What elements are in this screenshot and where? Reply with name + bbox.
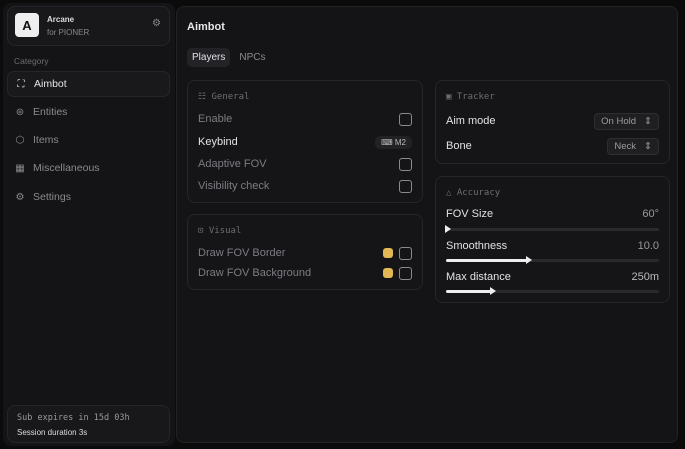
entities-icon: ⊛ <box>15 106 25 118</box>
chevron-updown-icon: ⇕ <box>644 115 652 127</box>
sidebar-item-settings[interactable]: ⚙ Settings <box>7 184 170 210</box>
fov-background-label: Draw FOV Background <box>198 267 312 279</box>
gear-icon[interactable]: ⚙ <box>152 18 161 29</box>
bone-label: Bone <box>446 140 472 152</box>
eye-icon: ⊡ <box>198 226 209 236</box>
visibility-checkbox[interactable] <box>399 179 412 193</box>
max-distance-value: 250m <box>631 271 659 283</box>
fov-border-row: Draw FOV Border <box>198 244 412 262</box>
general-title: ☷ General <box>198 92 249 102</box>
crosshair-icon: ⛶ <box>17 78 25 90</box>
sidebar-item-miscellaneous[interactable]: ▦ Miscellaneous <box>7 155 170 181</box>
fov-size-value: 60° <box>642 208 659 220</box>
accuracy-card: △ Accuracy FOV Size 60° Smoothness 10.0 Ma… <box>435 176 670 303</box>
enable-checkbox[interactable] <box>399 112 412 126</box>
sidebar-item-label: Entities <box>33 106 68 118</box>
bone-row: Bone Neck ⇕ <box>446 137 659 155</box>
bone-value: Neck <box>614 140 637 152</box>
sidebar-item-entities[interactable]: ⊛ Entities <box>7 99 170 125</box>
grid-icon: ▦ <box>15 162 25 174</box>
keyboard-icon: ⌨ <box>381 137 395 147</box>
max-distance-label: Max distance <box>446 271 511 283</box>
app-name: Arcane <box>47 15 75 24</box>
page-title: Aimbot <box>187 21 225 33</box>
visibility-label: Visibility check <box>198 180 270 192</box>
slider-fill <box>446 259 527 262</box>
main-panel: Aimbot Players NPCs ☷ General Enable Key… <box>176 6 678 443</box>
app-subtitle: for PIONER <box>47 28 90 37</box>
keybind-value: M2 <box>394 137 406 147</box>
slider-thumb[interactable] <box>489 287 496 295</box>
adaptive-row: Adaptive FOV <box>198 155 412 173</box>
tracker-title-text: Tracker <box>456 92 495 102</box>
keybind-button[interactable]: ⌨ M2 <box>375 135 412 149</box>
tracker-icon: ▣ <box>446 92 457 102</box>
fov-background-color-swatch[interactable] <box>383 268 393 278</box>
keybind-row: Keybind ⌨ M2 <box>198 133 412 151</box>
max-distance-row: Max distance 250m <box>446 268 659 286</box>
cube-icon: ⬡ <box>15 134 25 146</box>
sidebar: A Arcane for PIONER ⚙ Category ⛶ Aimbot ⊛… <box>3 3 175 446</box>
adaptive-checkbox[interactable] <box>399 157 412 171</box>
chevron-updown-icon: ⇕ <box>644 140 652 152</box>
tab-npcs[interactable]: NPCs <box>239 52 266 63</box>
sidebar-item-label: Settings <box>33 191 71 203</box>
keybind-label: Keybind <box>198 136 238 148</box>
aim-mode-select[interactable]: On Hold ⇕ <box>594 112 659 130</box>
max-distance-slider[interactable] <box>446 287 659 295</box>
aim-mode-value: On Hold <box>601 115 637 127</box>
adaptive-label: Adaptive FOV <box>198 158 267 170</box>
category-label: Category <box>14 56 49 66</box>
tab-players[interactable]: Players <box>187 48 231 67</box>
aim-mode-label: Aim mode <box>446 115 496 127</box>
general-title-text: General <box>211 92 250 102</box>
visual-card: ⊡ Visual Draw FOV Border Draw FOV Backgr… <box>187 214 423 290</box>
list-icon: ☷ <box>198 92 212 102</box>
accuracy-title: △ Accuracy <box>446 188 500 198</box>
app-header: A Arcane for PIONER ⚙ <box>7 6 170 46</box>
smoothness-value: 10.0 <box>637 240 659 252</box>
fov-border-checkbox[interactable] <box>399 246 412 260</box>
enable-row: Enable <box>198 110 412 128</box>
fov-border-label: Draw FOV Border <box>198 247 286 259</box>
sidebar-item-aimbot[interactable]: ⛶ Aimbot <box>7 71 170 97</box>
aim-mode-row: Aim mode On Hold ⇕ <box>446 112 659 130</box>
visual-title-text: Visual <box>208 226 242 236</box>
slider-fill <box>446 290 491 293</box>
tracker-title: ▣ Tracker <box>446 92 495 102</box>
triangle-icon: △ <box>446 188 457 198</box>
enable-label: Enable <box>198 113 233 125</box>
visibility-row: Visibility check <box>198 177 412 195</box>
session-duration: Session duration 3s <box>17 428 88 437</box>
fov-size-slider[interactable] <box>445 225 659 233</box>
sub-expiry: Sub expires in 15d 03h <box>17 413 130 423</box>
smoothness-slider[interactable] <box>446 256 659 264</box>
slider-thumb[interactable] <box>525 256 532 264</box>
smoothness-label: Smoothness <box>446 240 508 252</box>
general-card: ☷ General Enable Keybind ⌨ M2 Adaptive FO… <box>187 80 423 203</box>
sidebar-item-label: Aimbot <box>34 78 67 90</box>
smoothness-row: Smoothness 10.0 <box>446 237 659 255</box>
slider-thumb[interactable] <box>445 225 451 233</box>
tab-bar: Players NPCs <box>187 48 270 67</box>
sidebar-item-label: Items <box>33 134 59 146</box>
fov-background-row: Draw FOV Background <box>198 264 412 282</box>
sidebar-item-items[interactable]: ⬡ Items <box>7 127 170 153</box>
accuracy-title-text: Accuracy <box>456 188 501 198</box>
fov-background-checkbox[interactable] <box>399 266 412 280</box>
app-logo: A <box>15 13 39 37</box>
gear-icon: ⚙ <box>15 191 25 203</box>
visual-title: ⊡ Visual <box>198 226 241 236</box>
subscription-info: Sub expires in 15d 03h Session duration … <box>7 405 170 443</box>
fov-border-color-swatch[interactable] <box>383 248 393 258</box>
fov-size-row: FOV Size 60° <box>446 205 659 223</box>
tracker-card: ▣ Tracker Aim mode On Hold ⇕ Bone Neck ⇕ <box>435 80 670 164</box>
sidebar-item-label: Miscellaneous <box>33 162 100 174</box>
fov-size-label: FOV Size <box>446 208 494 220</box>
bone-select[interactable]: Neck ⇕ <box>607 137 659 155</box>
